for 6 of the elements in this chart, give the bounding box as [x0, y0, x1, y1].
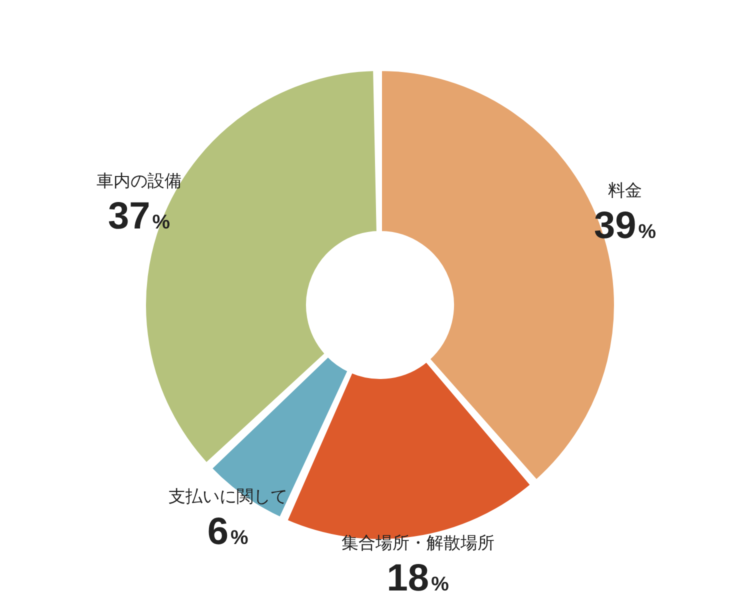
data-label: 18% — [386, 557, 450, 600]
data-label: 37% — [108, 195, 170, 238]
slice-label: 車内の設備 — [96, 171, 182, 192]
data-label: 6% — [207, 511, 248, 554]
slice-label: 料金 — [608, 181, 642, 202]
slice-label: 集合場所・解散場所 — [341, 533, 494, 554]
